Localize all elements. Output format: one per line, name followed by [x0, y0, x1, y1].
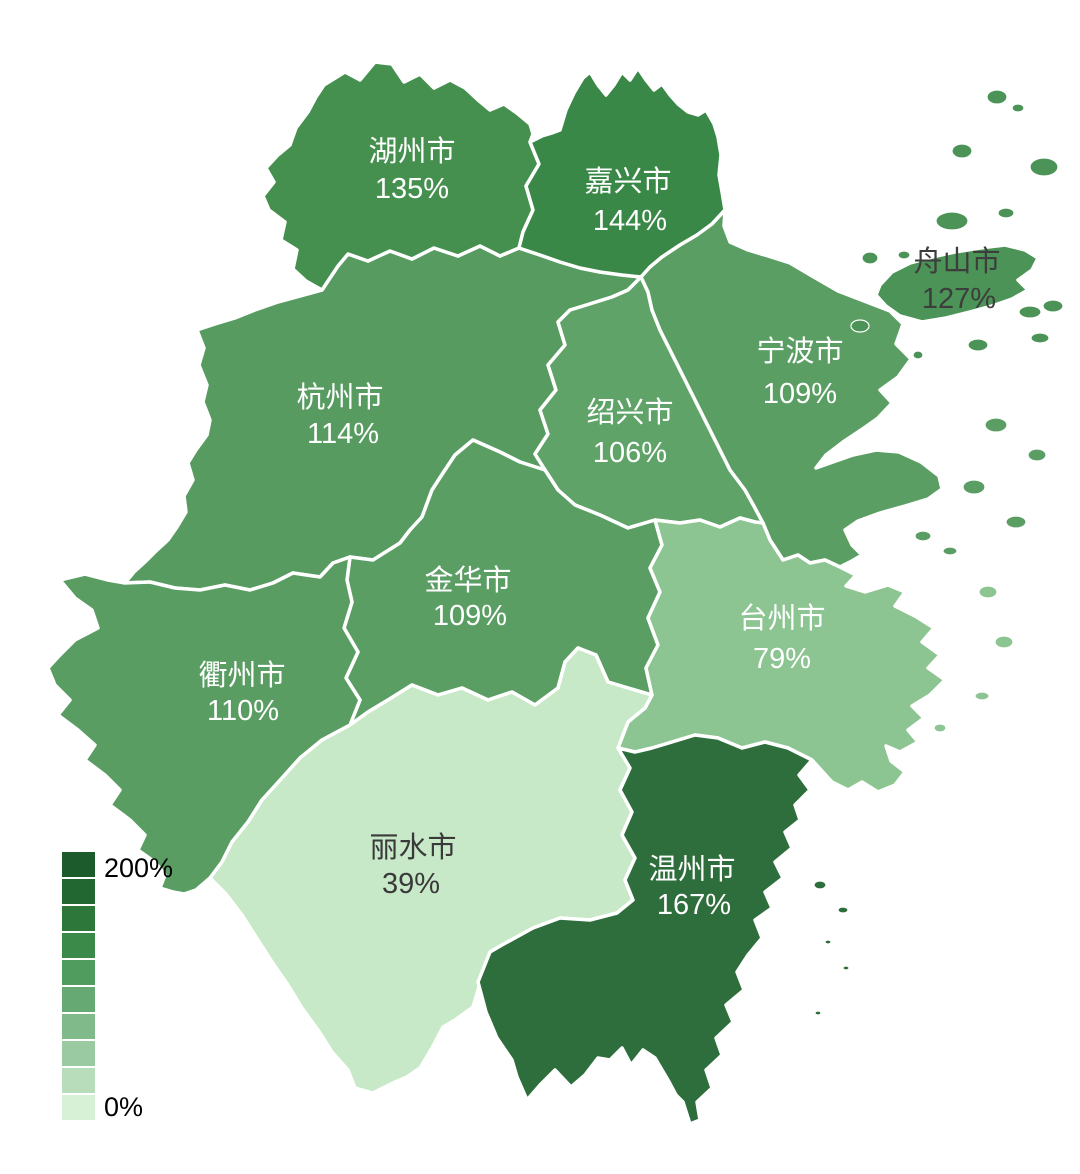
label-hangzhou-name: 杭州市	[296, 381, 383, 414]
label-jiaxing-name: 嘉兴市	[584, 165, 671, 198]
wenzhou-islets	[813, 880, 850, 1016]
region-huzhou[interactable]	[261, 60, 541, 292]
label-wenzhou-name: 温州市	[648, 853, 735, 886]
label-jinhua-value: 109%	[433, 600, 507, 632]
ningbo-islets	[914, 417, 1047, 556]
label-shaoxing-value: 106%	[593, 437, 667, 469]
label-zhoushan-value: 127%	[922, 283, 996, 315]
label-huzhou-value: 135%	[375, 173, 449, 205]
label-quzhou-value: 110%	[207, 695, 279, 727]
label-hangzhou-value: 114%	[307, 418, 379, 450]
legend-swatch	[62, 960, 95, 985]
legend-swatch	[62, 879, 95, 904]
label-huzhou-name: 湖州市	[368, 135, 455, 168]
zhoushan-islets	[850, 89, 1064, 360]
label-quzhou-name: 衢州市	[198, 659, 285, 692]
label-wenzhou-value: 167%	[657, 889, 731, 921]
taizhou-islets	[933, 585, 1014, 733]
legend-swatch-0	[62, 1095, 95, 1120]
label-ningbo-name: 宁波市	[756, 335, 843, 368]
label-lishui-value: 39%	[382, 868, 440, 900]
legend: 200% 0%	[62, 852, 173, 1122]
label-taizhou-name: 台州市	[738, 602, 825, 635]
legend-swatch	[62, 987, 95, 1012]
city-labels: 湖州市 135% 嘉兴市 144% 舟山市 127% 杭州市 114% 绍兴市 …	[198, 135, 1000, 921]
region-ningbo[interactable]	[639, 208, 944, 569]
region-zhoushan[interactable]	[874, 243, 1040, 324]
label-shaoxing-name: 绍兴市	[586, 396, 673, 429]
legend-swatch	[62, 906, 95, 931]
legend-swatch	[62, 1068, 95, 1093]
legend-swatch	[62, 1014, 95, 1039]
label-lishui-name: 丽水市	[369, 831, 456, 864]
label-jinhua-name: 金华市	[424, 564, 511, 597]
label-jiaxing-value: 144%	[593, 205, 667, 237]
legend-swatch-200	[62, 852, 95, 877]
legend-swatch	[62, 933, 95, 958]
region-jiaxing[interactable]	[517, 66, 727, 279]
label-ningbo-value: 109%	[763, 378, 837, 410]
legend-swatch	[62, 1041, 95, 1066]
label-taizhou-value: 79%	[753, 643, 811, 675]
region-wenzhou[interactable]	[476, 733, 814, 1126]
legend-max-label: 200%	[104, 853, 173, 883]
legend-min-label: 0%	[104, 1092, 143, 1122]
label-zhoushan-name: 舟山市	[913, 245, 1000, 278]
